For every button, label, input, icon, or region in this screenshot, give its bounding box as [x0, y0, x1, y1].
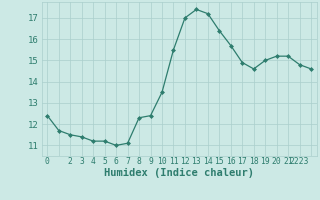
X-axis label: Humidex (Indice chaleur): Humidex (Indice chaleur) [104, 168, 254, 178]
